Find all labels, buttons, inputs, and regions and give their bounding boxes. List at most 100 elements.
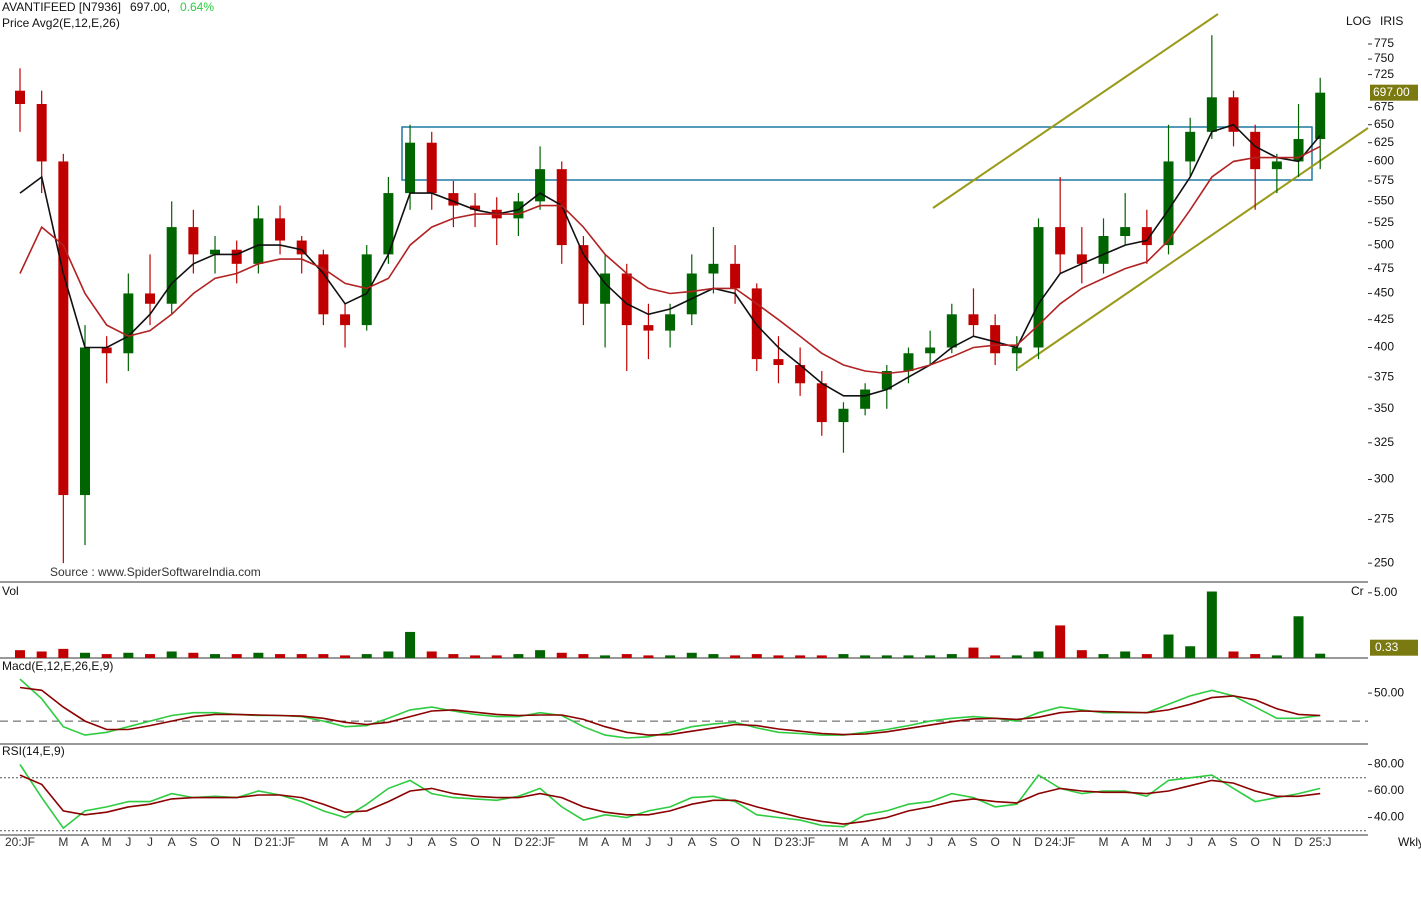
candle-body — [1271, 161, 1282, 170]
panel-title: RSI(14,E,9) — [2, 744, 65, 758]
volume-bar — [15, 650, 25, 658]
panel-title: Macd(E,12,E,26,E,9) — [2, 659, 113, 673]
candle-body — [318, 254, 329, 315]
x-tick-label: D — [514, 835, 523, 849]
candle-body — [903, 353, 914, 372]
candle-body — [383, 193, 394, 255]
y-tick-label: 375 — [1374, 369, 1394, 383]
channel-lower — [1017, 127, 1369, 369]
series-line — [19, 123, 1321, 397]
scale: LOG — [1346, 14, 1371, 28]
y-tick-label: 50.00 — [1374, 685, 1404, 699]
candle-body — [145, 293, 156, 304]
x-tick-label: A — [601, 835, 609, 849]
y-tick-label: 325 — [1374, 435, 1394, 449]
y-tick-label: 40.00 — [1374, 810, 1404, 824]
candle-body — [1120, 227, 1131, 237]
volume-bar — [166, 651, 177, 658]
volume-bar — [795, 655, 806, 658]
volume-bar — [1315, 653, 1326, 658]
y-tick-label: 650 — [1374, 117, 1394, 131]
volume-bar — [600, 655, 611, 658]
volume-bar — [860, 655, 871, 658]
y-tick-label: 525 — [1374, 215, 1394, 229]
x-tick-label: A — [428, 835, 436, 849]
y-tick-label: 300 — [1374, 472, 1394, 486]
y-tick-label: 425 — [1374, 312, 1394, 326]
x-tick-label: 22:JF — [525, 835, 555, 849]
y-tick-label: 350 — [1374, 401, 1394, 415]
unit: Cr — [1351, 584, 1364, 598]
volume-bar — [556, 652, 567, 658]
x-tick-label: 23:JF — [785, 835, 815, 849]
last-value-label: 0.33 — [1375, 640, 1399, 654]
x-tick-label: 21:JF — [265, 835, 295, 849]
volume-bar — [188, 652, 199, 658]
candle-body — [1076, 254, 1087, 264]
candle-body — [123, 293, 134, 354]
candle-body — [1163, 161, 1174, 246]
candle-body — [253, 218, 264, 264]
x-tick-label: S — [709, 835, 717, 849]
candle-body — [816, 383, 827, 423]
candle-body — [361, 254, 372, 326]
volume-bar — [253, 652, 264, 658]
candle-body — [665, 314, 676, 331]
volume-bar — [751, 654, 762, 658]
candle-body — [946, 314, 957, 348]
volume-bar — [340, 655, 351, 658]
volume-bar — [275, 654, 286, 658]
brand: IRIS — [1380, 14, 1403, 28]
x-tick-label: M — [1142, 835, 1152, 849]
volume-bar — [881, 655, 892, 658]
last-price-box — [1370, 84, 1418, 101]
candle-body — [231, 249, 242, 264]
candle-body — [1315, 92, 1326, 140]
candle-body — [621, 273, 632, 326]
volume-bar — [535, 650, 546, 658]
symbol: AVANTIFEED [N7936] — [2, 0, 121, 14]
x-tick-label: M — [578, 835, 588, 849]
volume-bar — [730, 655, 741, 658]
volume-bar — [383, 651, 394, 658]
volume-bar — [1055, 625, 1066, 658]
y-tick-label: 475 — [1374, 261, 1394, 275]
volume-bar — [1033, 651, 1044, 658]
x-tick-label: M — [362, 835, 372, 849]
candle-body — [708, 263, 719, 274]
x-tick-label: A — [1208, 835, 1216, 849]
x-tick-label: M — [1099, 835, 1109, 849]
volume-bar — [426, 651, 437, 658]
x-tick-label: M — [318, 835, 328, 849]
volume-bar — [1098, 654, 1109, 658]
candle-body — [101, 347, 112, 354]
x-tick-label: A — [861, 835, 869, 849]
last-price-label: 697.00 — [1373, 85, 1410, 99]
candle-body — [1228, 97, 1239, 132]
study: Price Avg2(E,12,E,26) — [2, 16, 120, 30]
volume-bar — [405, 631, 416, 658]
volume-bar — [1250, 654, 1261, 658]
x-tick-label: M — [622, 835, 632, 849]
x-tick-label: S — [1230, 835, 1238, 849]
x-tick-label: N — [1012, 835, 1021, 849]
candle-body — [968, 314, 979, 326]
period: Wkly — [1398, 835, 1421, 849]
series-line — [19, 774, 1321, 825]
volume-bar — [838, 654, 849, 658]
volume-bar — [708, 654, 719, 658]
volume-bar — [665, 655, 676, 658]
x-tick-label: N — [752, 835, 761, 849]
candle-body — [188, 227, 199, 255]
candle-body — [275, 218, 286, 241]
y-tick-label: 250 — [1374, 555, 1394, 569]
x-tick-label: J — [645, 835, 651, 849]
candle-body — [686, 273, 697, 315]
y-tick-label: 775 — [1374, 36, 1394, 50]
x-tick-label: J — [147, 835, 153, 849]
volume-bar — [210, 654, 221, 658]
candle-body — [36, 104, 47, 162]
candle-body — [166, 227, 177, 304]
x-tick-label: S — [449, 835, 457, 849]
x-tick-label: A — [81, 835, 89, 849]
